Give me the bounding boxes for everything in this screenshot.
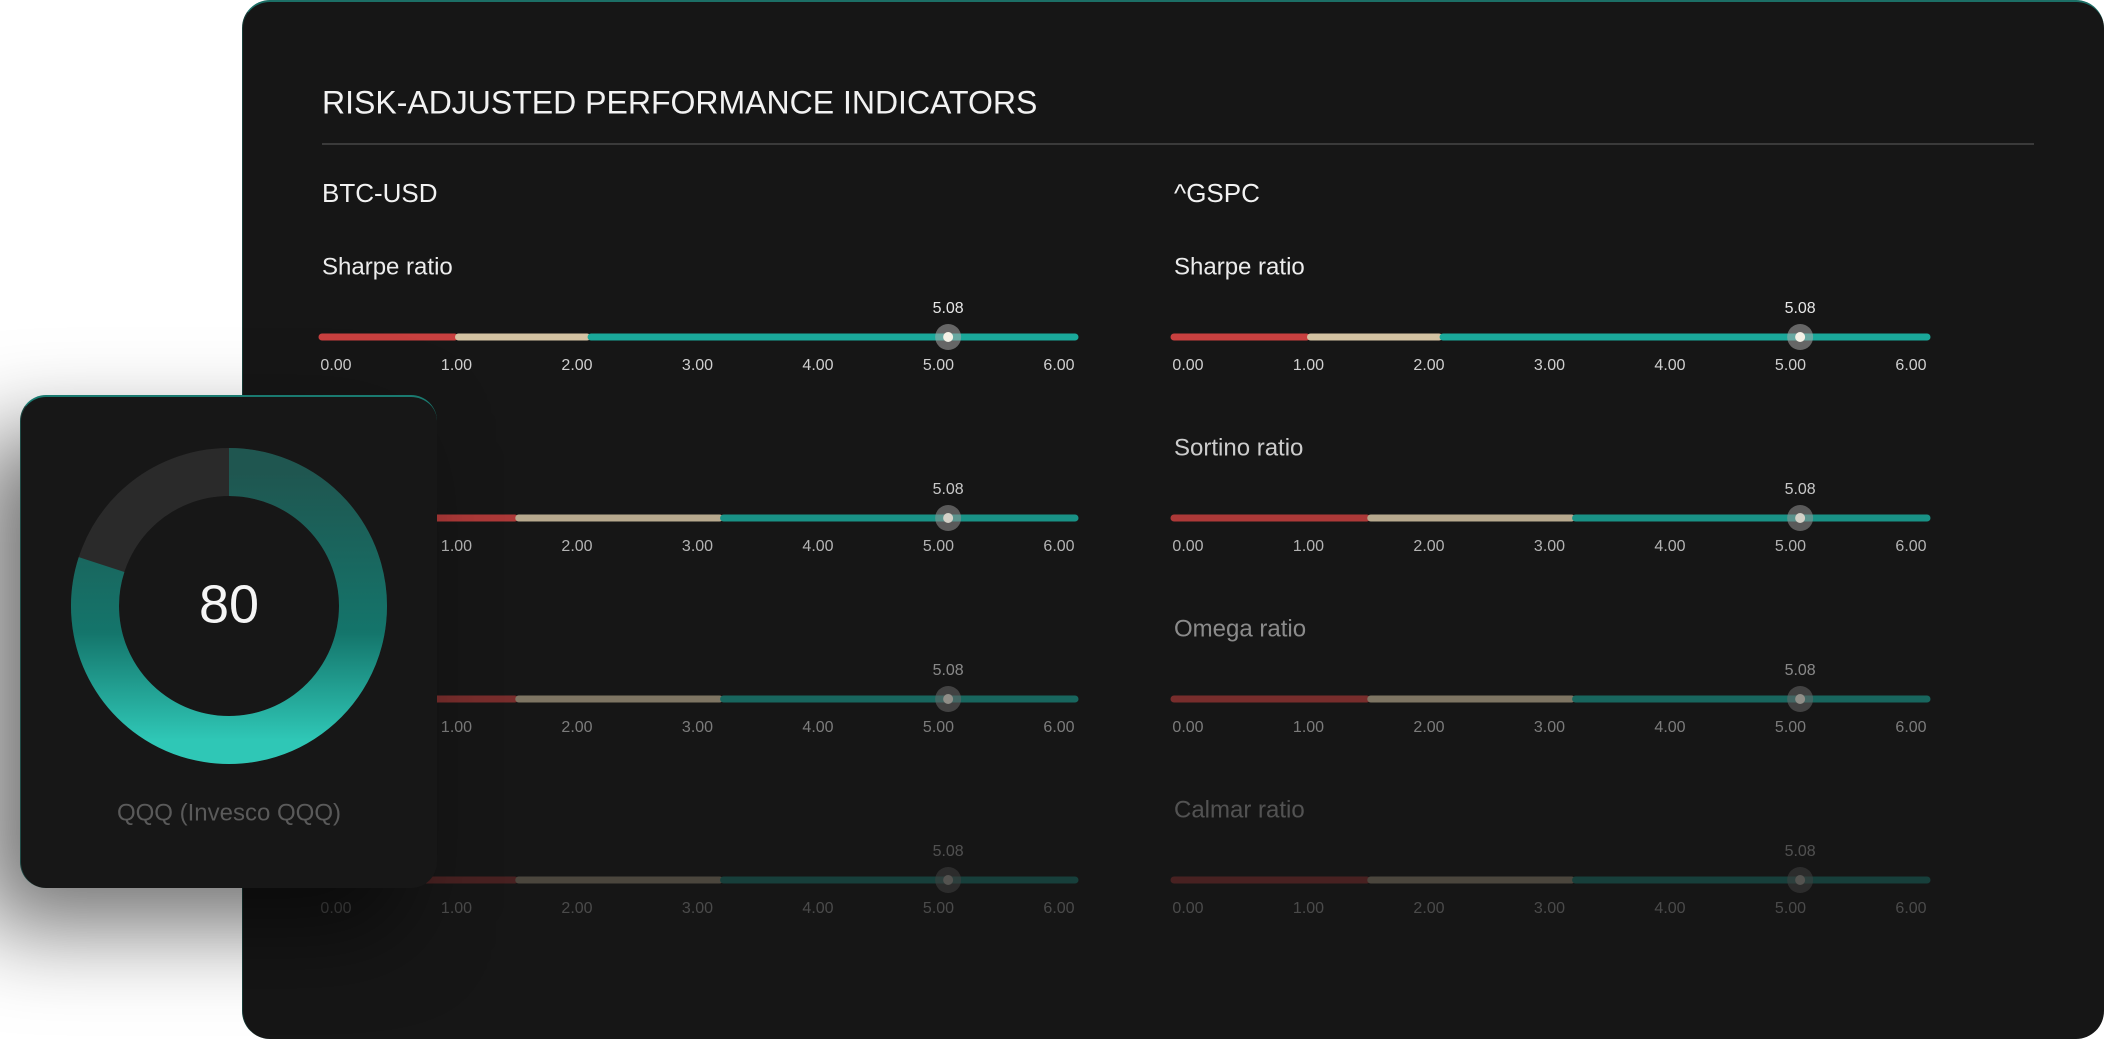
tick-label: 1.00 [1293, 719, 1324, 736]
tick-label: 4.00 [1654, 719, 1685, 736]
indicators-canvas: RISK-ADJUSTED PERFORMANCE INDICATORS BTC… [318, 84, 2034, 917]
tick-label: 6.00 [1043, 900, 1074, 917]
value-label: 5.08 [933, 843, 964, 860]
tick-label: 6.00 [1043, 719, 1074, 736]
value-label: 5.08 [1785, 481, 1816, 498]
tick-label: 5.00 [923, 357, 954, 374]
indicator-row: Calmar ratio 0.00 1.00 2.00 3.00 4.00 5.00 6.00… [1170, 796, 1931, 917]
tick-label: 5.00 [1775, 900, 1806, 917]
tick-label: 1.00 [441, 357, 472, 374]
tick-label: 1.00 [441, 900, 472, 917]
tick-label: 5.00 [923, 719, 954, 736]
tick-label: 0.00 [320, 357, 351, 374]
tick-label: 0.00 [1172, 357, 1203, 374]
tick-label: 4.00 [802, 357, 833, 374]
tick-label: 6.00 [1895, 538, 1926, 555]
gauge-canvas: 80 QQQ (Invesco QQQ) [71, 448, 387, 826]
value-marker-dot [1795, 694, 1806, 704]
tick-label: 2.00 [561, 538, 592, 555]
tick-label: 3.00 [682, 719, 713, 736]
indicator-name: Sharpe ratio [322, 253, 453, 280]
tick-label: 6.00 [1895, 719, 1926, 736]
value-marker-dot [1795, 332, 1806, 342]
value-label: 5.08 [1785, 662, 1816, 679]
tick-label: 1.00 [1293, 357, 1324, 374]
value-marker [935, 867, 962, 893]
tick-label: 5.00 [1775, 719, 1806, 736]
tick-label: 3.00 [1534, 538, 1565, 555]
panel-name: BTC-USD [322, 178, 438, 208]
tick-label: 2.00 [1413, 900, 1444, 917]
gauge-card: 80 QQQ (Invesco QQQ) [20, 395, 437, 888]
indicator-name: Sortino ratio [1174, 434, 1303, 461]
tick-label: 3.00 [1534, 900, 1565, 917]
gauge-label: QQQ (Invesco QQQ) [117, 799, 341, 826]
tick-label: 2.00 [1413, 719, 1444, 736]
indicator-name: Sharpe ratio [1174, 253, 1305, 280]
tick-label: 1.00 [441, 538, 472, 555]
tick-label: 2.00 [1413, 538, 1444, 555]
value-marker-dot [1795, 513, 1806, 523]
value-label: 5.08 [1785, 843, 1816, 860]
indicator-name: Omega ratio [1174, 615, 1306, 642]
tick-label: 1.00 [1293, 538, 1324, 555]
tick-label: 2.00 [561, 719, 592, 736]
tick-label: 4.00 [802, 900, 833, 917]
value-marker-dot [943, 694, 954, 704]
tick-label: 0.00 [320, 900, 351, 917]
gauge-arc [71, 448, 387, 764]
indicators-panel: RISK-ADJUSTED PERFORMANCE INDICATORS BTC… [242, 0, 2104, 1039]
tick-label: 1.00 [1293, 900, 1324, 917]
tick-label: 4.00 [1654, 357, 1685, 374]
tick-label: 4.00 [802, 538, 833, 555]
value-label: 5.08 [1785, 300, 1816, 317]
tick-label: 3.00 [682, 900, 713, 917]
indicator-row: Sortino ratio 0.00 1.00 2.00 3.00 4.00 5.00 6.0… [1170, 434, 1931, 555]
value-marker-dot [943, 332, 954, 342]
tick-label: 0.00 [1172, 538, 1203, 555]
tick-label: 5.00 [1775, 357, 1806, 374]
tick-label: 3.00 [1534, 357, 1565, 374]
indicator-row: Sharpe ratio 0.00 1.00 2.00 3.00 4.00 5.00 6.00… [318, 253, 1079, 374]
tick-label: 6.00 [1895, 900, 1926, 917]
indicator-row: Sharpe ratio 0.00 1.00 2.00 3.00 4.00 5.00 6.00… [1170, 253, 1931, 374]
indicator-row: 0.001.002.003.004.005.006.005.08 [318, 481, 1079, 555]
panel-name: ^GSPC [1174, 178, 1260, 208]
tick-label: 4.00 [802, 719, 833, 736]
value-marker [1787, 867, 1814, 893]
value-marker-dot [943, 875, 954, 885]
value-marker-dot [1795, 875, 1806, 885]
indicator-name: Calmar ratio [1174, 796, 1305, 823]
value-label: 5.08 [933, 481, 964, 498]
tick-label: 3.00 [682, 357, 713, 374]
tick-label: 2.00 [561, 357, 592, 374]
value-marker-dot [943, 513, 954, 523]
indicator-row: Omega ratio 0.00 1.00 2.00 3.00 4.00 5.00 6.00 5… [1170, 615, 1931, 736]
tick-label: 3.00 [682, 538, 713, 555]
value-label: 5.08 [933, 300, 964, 317]
tick-label: 5.00 [1775, 538, 1806, 555]
gauge-value: 80 [199, 574, 259, 634]
tick-label: 0.00 [1172, 900, 1203, 917]
tick-label: 4.00 [1654, 900, 1685, 917]
tick-label: 6.00 [1043, 538, 1074, 555]
tick-label: 4.00 [1654, 538, 1685, 555]
tick-label: 5.00 [923, 900, 954, 917]
tick-label: 6.00 [1895, 357, 1926, 374]
panel-title: RISK-ADJUSTED PERFORMANCE INDICATORS [322, 84, 1037, 120]
tick-label: 6.00 [1043, 357, 1074, 374]
tick-label: 2.00 [561, 900, 592, 917]
value-label: 5.08 [933, 662, 964, 679]
tick-label: 5.00 [923, 538, 954, 555]
tick-label: 2.00 [1413, 357, 1444, 374]
tick-label: 0.00 [1172, 719, 1203, 736]
tick-label: 1.00 [441, 719, 472, 736]
tick-label: 3.00 [1534, 719, 1565, 736]
